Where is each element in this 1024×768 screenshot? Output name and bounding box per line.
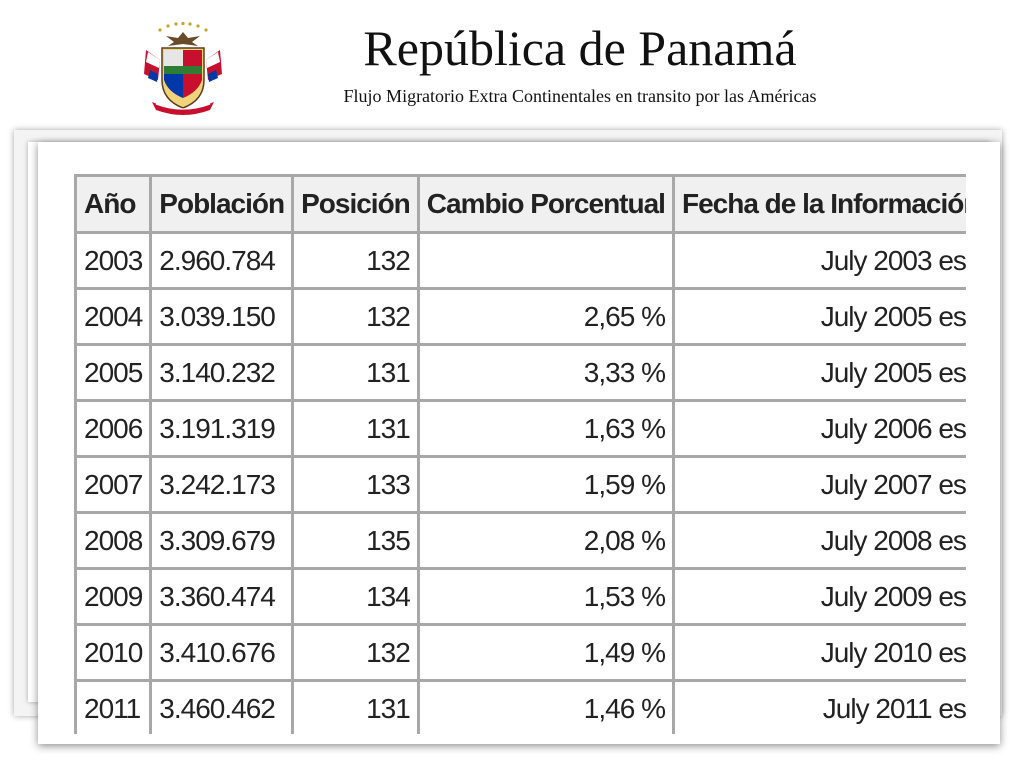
- cell-date: July 2006 est.: [674, 402, 966, 455]
- cell-population: 3.360.474: [152, 570, 292, 623]
- cell-change: 3,33 %: [419, 346, 672, 399]
- cell-population: 3.460.462: [152, 682, 292, 734]
- cell-date: July 2010 est.: [674, 626, 966, 679]
- table-row: 2011 3.460.462 131 1,46 % July 2011 est.: [77, 682, 966, 734]
- cell-change: 1,49 %: [419, 626, 672, 679]
- col-header-rank: Posición: [294, 177, 417, 231]
- cell-rank: 132: [294, 290, 417, 343]
- slide-header: República de Panamá Flujo Migratorio Ext…: [0, 0, 1024, 125]
- cell-year: 2009: [77, 570, 150, 623]
- cell-year: 2006: [77, 402, 150, 455]
- table-frame: Año Población Posición Cambio Porcentual…: [38, 142, 1000, 744]
- table-header-row: Año Población Posición Cambio Porcentual…: [77, 177, 966, 231]
- cell-population: 3.191.319: [152, 402, 292, 455]
- cell-date: July 2005 est.: [674, 290, 966, 343]
- cell-population: 3.039.150: [152, 290, 292, 343]
- cell-date: July 2011 est.: [674, 682, 966, 734]
- table-row: 2009 3.360.474 134 1,53 % July 2009 est.: [77, 570, 966, 623]
- col-header-population: Población: [152, 177, 292, 231]
- cell-year: 2010: [77, 626, 150, 679]
- population-table: Año Población Posición Cambio Porcentual…: [74, 174, 966, 734]
- cell-population: 3.140.232: [152, 346, 292, 399]
- table-clip: Año Población Posición Cambio Porcentual…: [74, 174, 966, 734]
- table-row: 2007 3.242.173 133 1,59 % July 2007 est.: [77, 458, 966, 511]
- cell-population: 3.309.679: [152, 514, 292, 567]
- cell-date: July 2009 est.: [674, 570, 966, 623]
- cell-rank: 134: [294, 570, 417, 623]
- page-subtitle: Flujo Migratorio Extra Continentales en …: [343, 86, 817, 106]
- coat-of-arms-icon: [144, 21, 222, 115]
- cell-year: 2008: [77, 514, 150, 567]
- cell-population: 3.410.676: [152, 626, 292, 679]
- cell-rank: 131: [294, 682, 417, 734]
- cell-rank: 131: [294, 402, 417, 455]
- cell-rank: 132: [294, 626, 417, 679]
- cell-change: 1,59 %: [419, 458, 672, 511]
- cell-population: 2.960.784: [152, 234, 292, 287]
- cell-date: July 2007 est.: [674, 458, 966, 511]
- table-row: 2003 2.960.784 132 July 2003 est.: [77, 234, 966, 287]
- cell-year: 2005: [77, 346, 150, 399]
- cell-change: 2,08 %: [419, 514, 672, 567]
- cell-change: 2,65 %: [419, 290, 672, 343]
- table-row: 2008 3.309.679 135 2,08 % July 2008 est.: [77, 514, 966, 567]
- cell-change: 1,53 %: [419, 570, 672, 623]
- cell-rank: 132: [294, 234, 417, 287]
- cell-rank: 135: [294, 514, 417, 567]
- table-row: 2005 3.140.232 131 3,33 % July 2005 est.: [77, 346, 966, 399]
- col-header-change: Cambio Porcentual: [419, 177, 672, 231]
- page-title: República de Panamá: [363, 20, 797, 76]
- table-row: 2006 3.191.319 131 1,63 % July 2006 est.: [77, 402, 966, 455]
- table-row: 2004 3.039.150 132 2,65 % July 2005 est.: [77, 290, 966, 343]
- cell-change: [419, 234, 672, 287]
- cell-rank: 131: [294, 346, 417, 399]
- cell-population: 3.242.173: [152, 458, 292, 511]
- cell-rank: 133: [294, 458, 417, 511]
- col-header-year: Año: [77, 177, 150, 231]
- cell-date: July 2008 est.: [674, 514, 966, 567]
- cell-year: 2004: [77, 290, 150, 343]
- cell-year: 2003: [77, 234, 150, 287]
- cell-change: 1,46 %: [419, 682, 672, 734]
- col-header-date: Fecha de la Información: [674, 177, 966, 231]
- table-row: 2010 3.410.676 132 1,49 % July 2010 est.: [77, 626, 966, 679]
- cell-change: 1,63 %: [419, 402, 672, 455]
- cell-date: July 2005 est.: [674, 346, 966, 399]
- cell-year: 2011: [77, 682, 150, 734]
- cell-year: 2007: [77, 458, 150, 511]
- cell-date: July 2003 est.: [674, 234, 966, 287]
